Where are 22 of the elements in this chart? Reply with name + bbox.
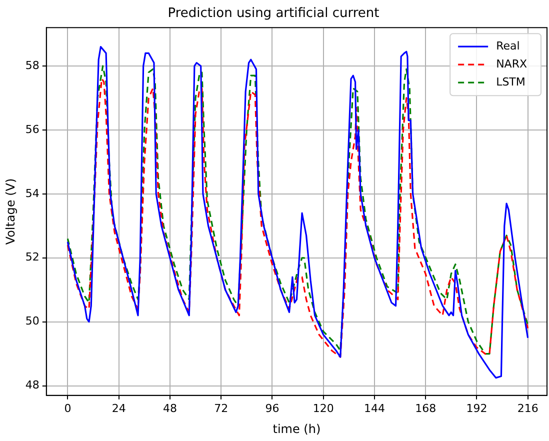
y-tick-label: 54 [25, 186, 40, 200]
y-tick-label: 58 [25, 58, 40, 72]
x-tick-label: 120 [312, 402, 334, 415]
legend-label: Real [496, 39, 520, 52]
y-tick-label: 50 [25, 314, 40, 328]
x-tick-label: 144 [364, 402, 385, 415]
x-tick-label: 48 [162, 402, 177, 415]
y-tick-label: 48 [25, 378, 40, 392]
y-tick-label: 52 [25, 250, 40, 264]
x-tick-label: 168 [415, 402, 436, 415]
y-tick-label: 56 [25, 122, 40, 136]
x-tick-label: 72 [214, 402, 228, 415]
x-axis-title: time (h) [272, 422, 321, 436]
x-tick-label: 216 [517, 402, 538, 415]
x-tick-label: 96 [265, 402, 280, 415]
x-tick-label: 192 [466, 402, 488, 415]
legend-label: NARX [496, 57, 528, 70]
chart-title: Prediction using artificial current [168, 6, 380, 22]
legend-label: LSTM [496, 75, 526, 88]
y-axis-title: Voltage (V) [3, 178, 18, 245]
x-tick-label: 0 [64, 402, 72, 415]
x-tick-label: 24 [112, 402, 126, 415]
